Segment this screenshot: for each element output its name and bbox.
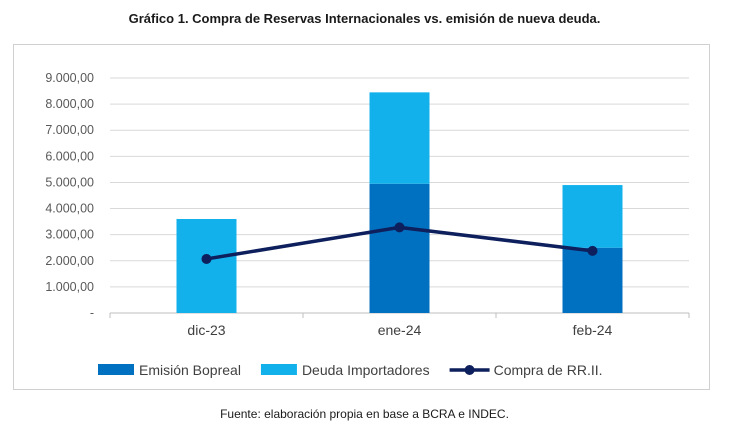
bar bbox=[369, 92, 430, 184]
x-tick-label: feb-24 bbox=[573, 322, 613, 338]
legend-swatch bbox=[260, 364, 297, 375]
y-tick-label: 5.000,00 bbox=[45, 175, 94, 189]
bar bbox=[369, 183, 430, 313]
y-tick-label: 8.000,00 bbox=[45, 97, 94, 111]
line-point bbox=[587, 245, 598, 256]
bar bbox=[562, 247, 623, 313]
y-tick-label: 1.000,00 bbox=[45, 280, 94, 294]
legend-label: Deuda Importadores bbox=[302, 362, 430, 378]
line-point bbox=[201, 253, 212, 264]
chart-area: - 1.000,00 2.000,00 3.000,00 4.000,00 5.000,0… bbox=[13, 44, 710, 390]
y-tick-label: - bbox=[90, 306, 94, 320]
y-tick-label: 2.000,00 bbox=[45, 254, 94, 268]
y-tick-label: 7.000,00 bbox=[45, 123, 94, 137]
legend-swatch bbox=[98, 364, 134, 375]
legend-marker bbox=[464, 365, 475, 375]
y-tick-label: 3.000,00 bbox=[45, 228, 94, 242]
x-tick-label: dic-23 bbox=[187, 322, 225, 338]
chart-title: Gráfico 1. Compra de Reservas Internacio… bbox=[128, 11, 601, 26]
chart-svg: - 1.000,00 2.000,00 3.000,00 4.000,00 5.000,0… bbox=[45, 71, 690, 378]
y-tick-label: 6.000,00 bbox=[45, 149, 94, 163]
legend-label: Emisión Bopreal bbox=[139, 362, 241, 378]
legend-label: Compra de RR.II. bbox=[494, 362, 603, 378]
bar bbox=[562, 185, 623, 248]
y-tick-label: 4.000,00 bbox=[45, 202, 94, 216]
y-tick-label: 9.000,00 bbox=[45, 71, 94, 85]
bar bbox=[176, 219, 237, 313]
x-tick-label: ene-24 bbox=[378, 322, 422, 338]
chart-source: Fuente: elaboración propia en base a BCR… bbox=[220, 407, 509, 421]
line-point bbox=[394, 222, 405, 233]
